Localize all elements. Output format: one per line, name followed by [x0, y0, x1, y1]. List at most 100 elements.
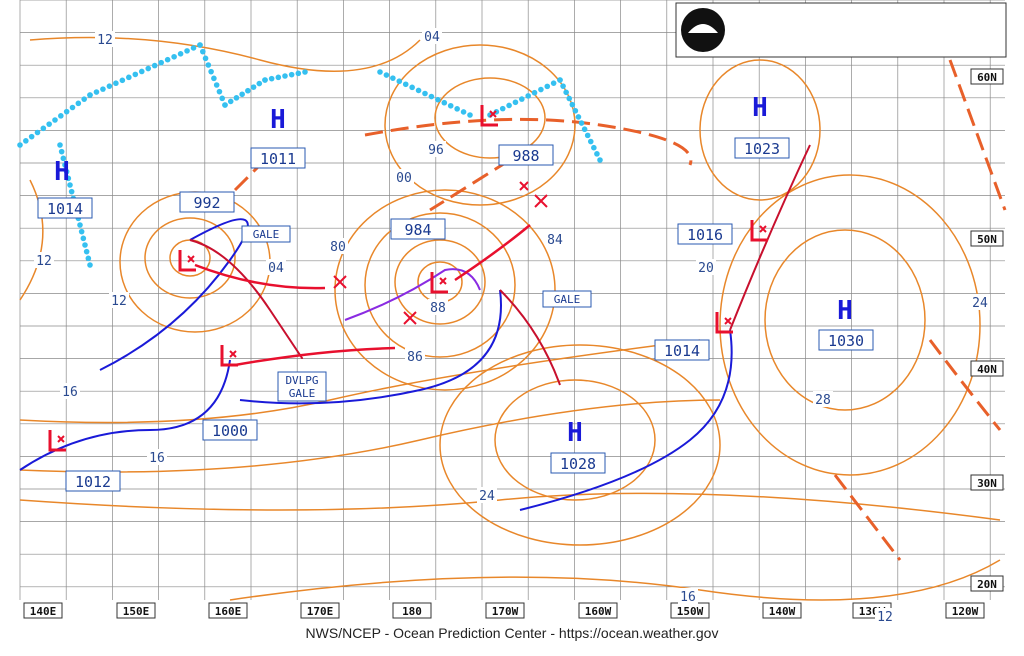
warning-label: GALE [554, 293, 581, 306]
ice-dot [282, 73, 288, 79]
isobar-label: 04 [424, 30, 440, 45]
ice-dot [100, 86, 106, 92]
pressure-box [818, 329, 874, 351]
isobar-label-bg [477, 487, 497, 503]
ice-dot [454, 106, 460, 112]
isobar-label-bg [60, 383, 80, 399]
ice-dot [106, 83, 113, 89]
ice-dot [584, 132, 591, 139]
ice-dot [512, 99, 519, 106]
ice-dot [256, 80, 263, 87]
ice-dot [441, 99, 448, 106]
lon-label: 160W [585, 605, 612, 618]
ice-dot [288, 71, 295, 78]
ice-dot [250, 84, 257, 90]
isobar-label: 12 [111, 294, 127, 309]
high-pressure: 1011 [260, 150, 296, 168]
ice-dot [587, 138, 594, 145]
ice-dot [126, 74, 132, 81]
pressure-box [677, 223, 733, 245]
ice-dot [275, 74, 282, 81]
ice-dot [80, 235, 87, 242]
low-pressure: 992 [193, 194, 220, 212]
isobar-label-bg [875, 608, 895, 624]
ice-dot [544, 83, 551, 90]
ice-dot [560, 83, 566, 89]
lon-label-box [485, 602, 525, 619]
ice-dot [239, 91, 245, 98]
high-pressure: 1028 [560, 455, 596, 473]
ice-dot [158, 59, 164, 66]
ice-dot [132, 71, 139, 78]
low-symbol [178, 250, 196, 272]
ice-dot [435, 96, 441, 103]
isobar-label: 80 [330, 240, 346, 255]
lon-label: 120W [952, 605, 979, 618]
isobar-label-bg [545, 231, 565, 247]
low-pressure: 988 [512, 147, 539, 165]
low-cross [187, 255, 195, 263]
ice-dot [83, 248, 90, 255]
isobar-label: 16 [680, 590, 696, 605]
ice-dot [538, 86, 544, 93]
noaa-logo-bird [688, 24, 718, 33]
ice-dot [594, 151, 600, 157]
future-positions [333, 181, 548, 325]
low-symbol [480, 105, 498, 127]
low-cross [759, 225, 767, 233]
ice-dot [63, 108, 70, 115]
isobar-label-bg [394, 169, 414, 185]
lat-label-box [970, 230, 1004, 247]
pressure-box [202, 419, 258, 441]
ice-dot [87, 262, 93, 268]
header-frame [675, 2, 1007, 58]
high-symbol: H [567, 418, 583, 448]
warning-label: DVLPG [285, 374, 318, 387]
ice-dot [23, 138, 29, 144]
ice-dot [591, 144, 597, 151]
ice-dot [302, 69, 308, 75]
lon-label: 170E [307, 605, 334, 618]
lon-label: 170W [492, 605, 519, 618]
low-pressure: 1016 [687, 226, 723, 244]
low-cross [489, 110, 497, 118]
ice-dot [447, 102, 454, 109]
ice-dot [415, 87, 422, 94]
ice-dot [227, 98, 234, 105]
ice-dot [506, 102, 512, 109]
lat-label-box [970, 68, 1004, 85]
lon-label: 140E [30, 605, 57, 618]
ice-dot [78, 228, 85, 235]
isobar-label-bg [328, 238, 348, 254]
isobar-label-bg [696, 259, 716, 275]
isobar-label-bg [109, 292, 129, 308]
ice-dot [245, 87, 251, 94]
isobar-label-bg [405, 348, 425, 364]
ice-dot [216, 88, 223, 95]
high-pressure: 1023 [744, 140, 780, 158]
ice-dot [268, 75, 275, 82]
lon-label-box [578, 602, 618, 619]
ice-dot [58, 148, 65, 155]
ice-dot [177, 51, 184, 57]
pressure-box [390, 218, 446, 240]
ice-dot [68, 188, 75, 195]
ice-dot [557, 77, 563, 83]
low-symbol [750, 220, 768, 242]
ice-dot [138, 68, 145, 75]
isobar-label: 00 [396, 171, 412, 186]
ice-dot [390, 75, 396, 81]
lon-label: 180 [402, 605, 422, 618]
lon-label: 140W [769, 605, 796, 618]
ice-dot [82, 242, 88, 248]
isobar-label-bg [678, 588, 698, 604]
isobar-label: 84 [547, 233, 563, 248]
ice-dot [151, 62, 158, 69]
ice-dot [211, 75, 217, 82]
ice-dot [222, 102, 228, 108]
warning-box [277, 371, 327, 402]
ice-dot [52, 117, 58, 123]
lon-label-box [208, 602, 248, 619]
lon-label-box [23, 602, 63, 619]
